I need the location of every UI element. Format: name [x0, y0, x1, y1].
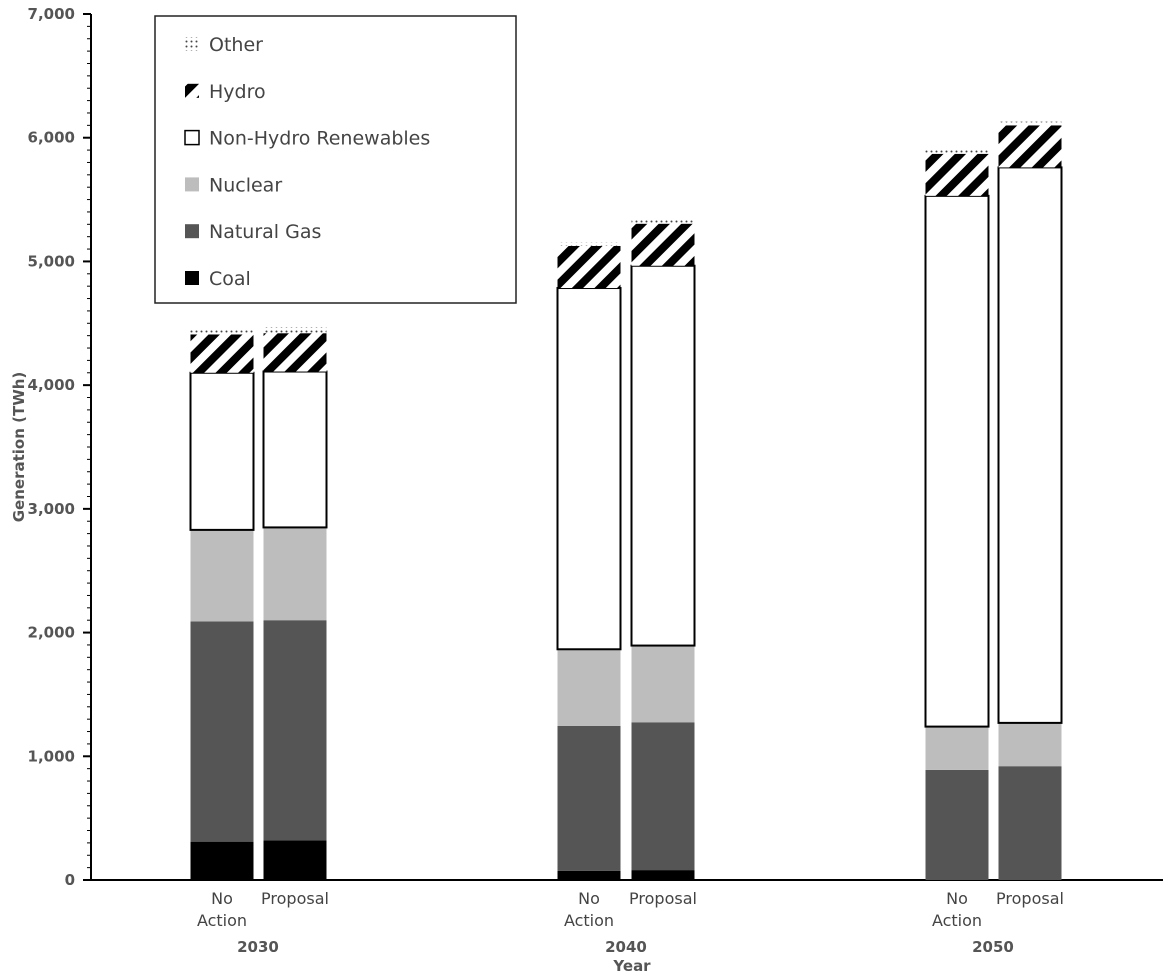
- x-axis-title: Year: [612, 957, 651, 975]
- bar-segment-nuclear: [557, 649, 621, 726]
- bar-2040-proposal: [630, 219, 696, 880]
- bar-segment-coal: [263, 840, 327, 880]
- bar-segment-hydro: [925, 153, 989, 196]
- bar-2040-no-action: [556, 242, 622, 880]
- bar-category-labels: No Action Proposal No Action Proposal No Action…: [197, 889, 1064, 930]
- bar-segment-coal: [631, 870, 695, 880]
- y-tick-label: 5,000: [28, 252, 75, 270]
- bar-2030-no-action: [189, 328, 255, 880]
- bar-segment-nuclear: [925, 726, 989, 770]
- legend-label: Nuclear: [209, 174, 282, 196]
- y-tick-label: 0: [65, 871, 75, 889]
- bar-segment-non-hydro-renewables: [556, 287, 622, 651]
- legend: Other Hydro Non-Hydro Renewables Nuclear Nat…: [154, 15, 517, 304]
- bar-category-label: No Action: [932, 889, 982, 930]
- legend-label: Non-Hydro Renewables: [209, 128, 430, 150]
- bar-segment-non-hydro-renewables: [924, 194, 990, 728]
- bar-segment-other: [998, 121, 1062, 126]
- legend-swatch: [185, 83, 199, 98]
- bar-segment-other: [631, 219, 695, 224]
- legend-item-nuclear: Nuclear: [185, 174, 282, 196]
- bar-segment-nuclear: [263, 527, 327, 621]
- legend-label: Coal: [209, 268, 251, 290]
- legend-swatch: [185, 177, 199, 192]
- bar-segment-natural-gas: [190, 621, 254, 842]
- year-group-label: 2050: [972, 938, 1014, 956]
- bar-segment-non-hydro-renewables: [262, 370, 328, 529]
- y-tick-label: 1,000: [28, 747, 75, 765]
- legend-label: Hydro: [209, 81, 266, 103]
- bar-segment-hydro: [557, 245, 621, 289]
- y-axis-title: Generation (TWh): [10, 372, 28, 523]
- bar-segment-hydro: [190, 334, 254, 373]
- bar-groups: [189, 121, 1063, 880]
- bar-2050-proposal: [997, 121, 1063, 880]
- bar-segment-natural-gas: [925, 769, 989, 880]
- bar-segment-hydro: [998, 125, 1062, 168]
- bar-segment-natural-gas: [263, 620, 327, 841]
- bar-category-label: No Action: [564, 889, 614, 930]
- bar-segment-natural-gas: [998, 766, 1062, 880]
- year-group-label: 2030: [237, 938, 279, 956]
- bar-segment-other: [557, 242, 621, 246]
- legend-swatch: [185, 224, 199, 239]
- bar-segment-non-hydro-renewables: [630, 264, 696, 647]
- bar-segment-coal: [557, 870, 621, 880]
- legend-swatch: [184, 129, 200, 146]
- plot-area: 0 1,000 2,000 3,000 4,000 5,000 6,000 7,000 No A…: [28, 5, 1163, 956]
- bar-segment-non-hydro-renewables: [997, 166, 1063, 724]
- bar-segment-non-hydro-renewables: [189, 371, 255, 531]
- bar-category-label: No Action: [197, 889, 247, 930]
- legend-item-other: Other: [185, 34, 263, 56]
- bar-2030-proposal: [262, 326, 328, 880]
- legend-swatch: [185, 271, 199, 285]
- year-group-labels: 2030 2040 2050: [237, 938, 1014, 956]
- legend-label: Other: [209, 34, 263, 56]
- y-tick-label: 3,000: [28, 500, 75, 518]
- bar-category-label: Proposal: [261, 889, 329, 908]
- bar-segment-coal: [190, 841, 254, 880]
- legend-item-non-hydro-renewables: Non-Hydro Renewables: [184, 128, 430, 150]
- y-axis-ticks: 0 1,000 2,000 3,000 4,000 5,000 6,000 7,000: [28, 5, 91, 889]
- bar-segment-hydro: [631, 223, 695, 266]
- bar-segment-other: [925, 150, 989, 154]
- legend-item-coal: Coal: [185, 268, 251, 290]
- y-tick-label: 6,000: [28, 129, 75, 147]
- legend-item-hydro: Hydro: [185, 81, 266, 103]
- bar-segment-nuclear: [631, 645, 695, 723]
- legend-item-natural-gas: Natural Gas: [185, 221, 321, 243]
- y-tick-label: 7,000: [28, 5, 75, 23]
- legend-box: [154, 15, 517, 304]
- bar-segment-nuclear: [998, 722, 1062, 767]
- year-group-label: 2040: [605, 938, 647, 956]
- bar-segment-natural-gas: [557, 725, 621, 871]
- bar-category-label: Proposal: [996, 889, 1064, 908]
- bar-segment-other: [190, 328, 254, 335]
- bar-segment-natural-gas: [631, 722, 695, 871]
- bar-category-label: Proposal: [629, 889, 697, 908]
- legend-swatch: [185, 37, 199, 51]
- bar-segment-nuclear: [190, 529, 254, 622]
- y-tick-label: 2,000: [28, 624, 75, 642]
- y-tick-label: 4,000: [28, 376, 75, 394]
- bar-2050-no-action: [924, 150, 990, 880]
- bar-segment-hydro: [263, 333, 327, 372]
- bar-segment-other: [263, 326, 327, 334]
- legend-label: Natural Gas: [209, 221, 321, 243]
